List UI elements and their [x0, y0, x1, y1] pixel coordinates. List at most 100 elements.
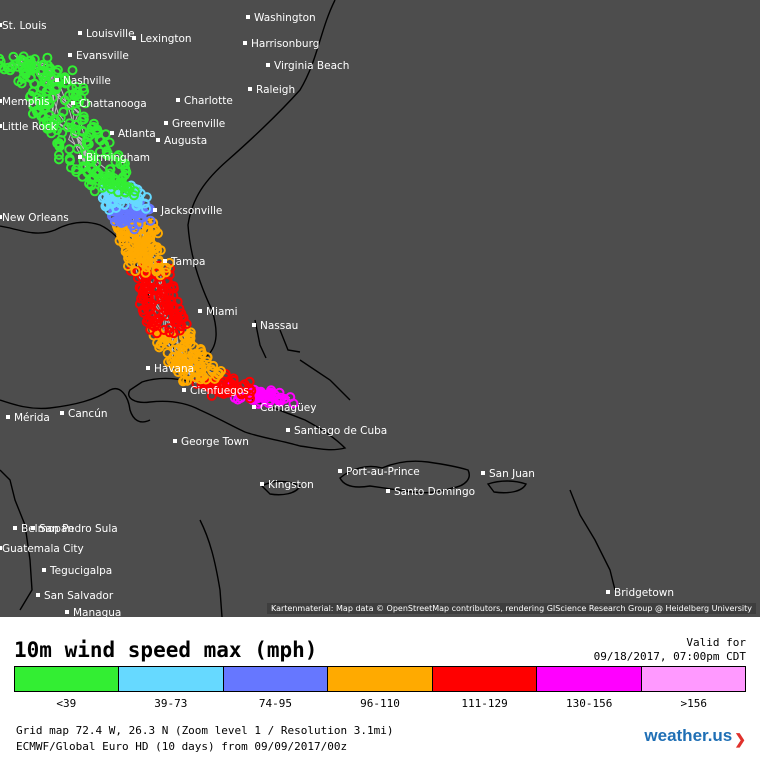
wind-marker	[52, 81, 62, 92]
city-label: Memphis	[2, 96, 49, 108]
signal-waves-icon: ❯	[734, 731, 746, 747]
city-dot	[252, 323, 256, 327]
city-dot	[481, 471, 485, 475]
city-label: Santiago de Cuba	[294, 425, 387, 437]
wind-marker	[236, 387, 247, 398]
city-marker: Memphis	[0, 96, 49, 108]
valid-label: Valid for	[686, 636, 746, 649]
wind-marker	[179, 375, 190, 386]
city-dot	[6, 415, 10, 419]
city-dot	[156, 138, 160, 142]
city-marker: Augusta	[156, 135, 207, 147]
city-label: St. Louis	[2, 20, 47, 32]
city-dot	[386, 489, 390, 493]
city-marker: Miami	[198, 306, 238, 318]
city-label: Nassau	[260, 320, 298, 332]
city-label: Nashville	[63, 75, 111, 87]
city-dot	[252, 405, 256, 409]
city-dot	[60, 411, 64, 415]
city-marker: Chattanooga	[71, 98, 147, 110]
wind-marker	[59, 72, 70, 83]
legend-label: >156	[680, 697, 708, 710]
wind-marker	[264, 388, 275, 399]
wind-marker	[106, 184, 117, 194]
city-label: Birmingham	[86, 152, 150, 164]
city-marker: Nashville	[55, 75, 111, 87]
wind-marker	[152, 242, 162, 253]
city-dot	[286, 428, 290, 432]
city-label: Guatemala City	[2, 543, 84, 555]
wind-marker	[51, 116, 62, 126]
city-dot	[163, 259, 167, 263]
wind-marker	[145, 235, 156, 246]
city-dot	[0, 215, 2, 219]
wind-marker	[195, 374, 206, 385]
map-credit[interactable]: Kartenmaterial: Map data © OpenStreetMap…	[266, 603, 756, 614]
wind-marker	[228, 373, 239, 384]
city-label: Cancún	[68, 408, 108, 420]
city-marker: Kingston	[260, 479, 314, 491]
wind-marker	[66, 82, 77, 93]
city-dot	[266, 63, 270, 67]
city-dot	[243, 41, 247, 45]
wind-marker	[137, 287, 148, 297]
city-label: Virginia Beach	[274, 60, 349, 72]
wind-marker	[119, 199, 130, 210]
city-marker: Santiago de Cuba	[286, 425, 387, 437]
map[interactable]: Washington Harrisonburg Virginia Beach Loui…	[0, 0, 760, 617]
wind-marker	[95, 173, 106, 184]
wind-marker	[129, 190, 139, 201]
wind-marker	[187, 349, 197, 360]
city-marker: Tegucigalpa	[42, 565, 112, 577]
wind-marker	[158, 309, 168, 320]
city-dot	[68, 53, 72, 57]
wind-marker	[114, 235, 125, 246]
wind-marker	[145, 232, 156, 243]
wind-marker	[100, 129, 111, 140]
wind-marker	[173, 367, 184, 378]
city-marker: Cancún	[60, 408, 108, 420]
city-marker: Guatemala City	[0, 543, 84, 555]
city-marker: Evansville	[68, 50, 129, 62]
city-dot	[0, 546, 2, 550]
wind-speed-markers	[0, 51, 299, 409]
city-marker: Tampa	[163, 256, 205, 268]
wind-marker	[152, 264, 163, 275]
wind-marker	[244, 376, 255, 387]
city-dot	[606, 590, 610, 594]
wind-marker	[8, 51, 19, 62]
city-label: Kingston	[268, 479, 314, 491]
wind-marker	[163, 357, 174, 367]
city-label: Port-au-Prince	[346, 466, 420, 478]
legend-label: 111-129	[461, 697, 508, 710]
wind-marker	[88, 118, 99, 129]
wind-marker	[254, 388, 265, 399]
brand-logo[interactable]: weather.us ❯	[644, 726, 746, 746]
wind-marker	[239, 379, 250, 390]
city-label: New Orleans	[2, 212, 69, 224]
wind-marker	[68, 89, 79, 100]
wind-marker	[146, 310, 157, 321]
city-label: San Juan	[489, 468, 535, 480]
wind-marker	[53, 154, 64, 165]
wind-marker	[120, 187, 130, 198]
city-label: Santo Domingo	[394, 486, 475, 498]
wind-marker	[145, 215, 156, 226]
city-label: Cienfuegos	[190, 385, 249, 397]
city-dot	[173, 439, 177, 443]
wind-marker	[115, 198, 125, 209]
grid-info: Grid map 72.4 W, 26.3 N (Zoom level 1 / …	[16, 724, 394, 737]
wind-marker	[189, 365, 200, 376]
wind-marker	[80, 98, 91, 109]
wind-marker	[57, 127, 68, 138]
wind-marker	[86, 156, 97, 167]
city-marker: Washington	[246, 12, 316, 24]
wind-marker	[141, 203, 151, 214]
wind-marker	[85, 127, 95, 138]
wind-marker	[28, 86, 38, 97]
wind-marker	[168, 283, 179, 294]
wind-marker	[169, 344, 180, 355]
panel-title: 10m wind speed max (mph)	[14, 638, 318, 662]
legend-swatch	[119, 667, 224, 691]
city-dot	[78, 31, 82, 35]
